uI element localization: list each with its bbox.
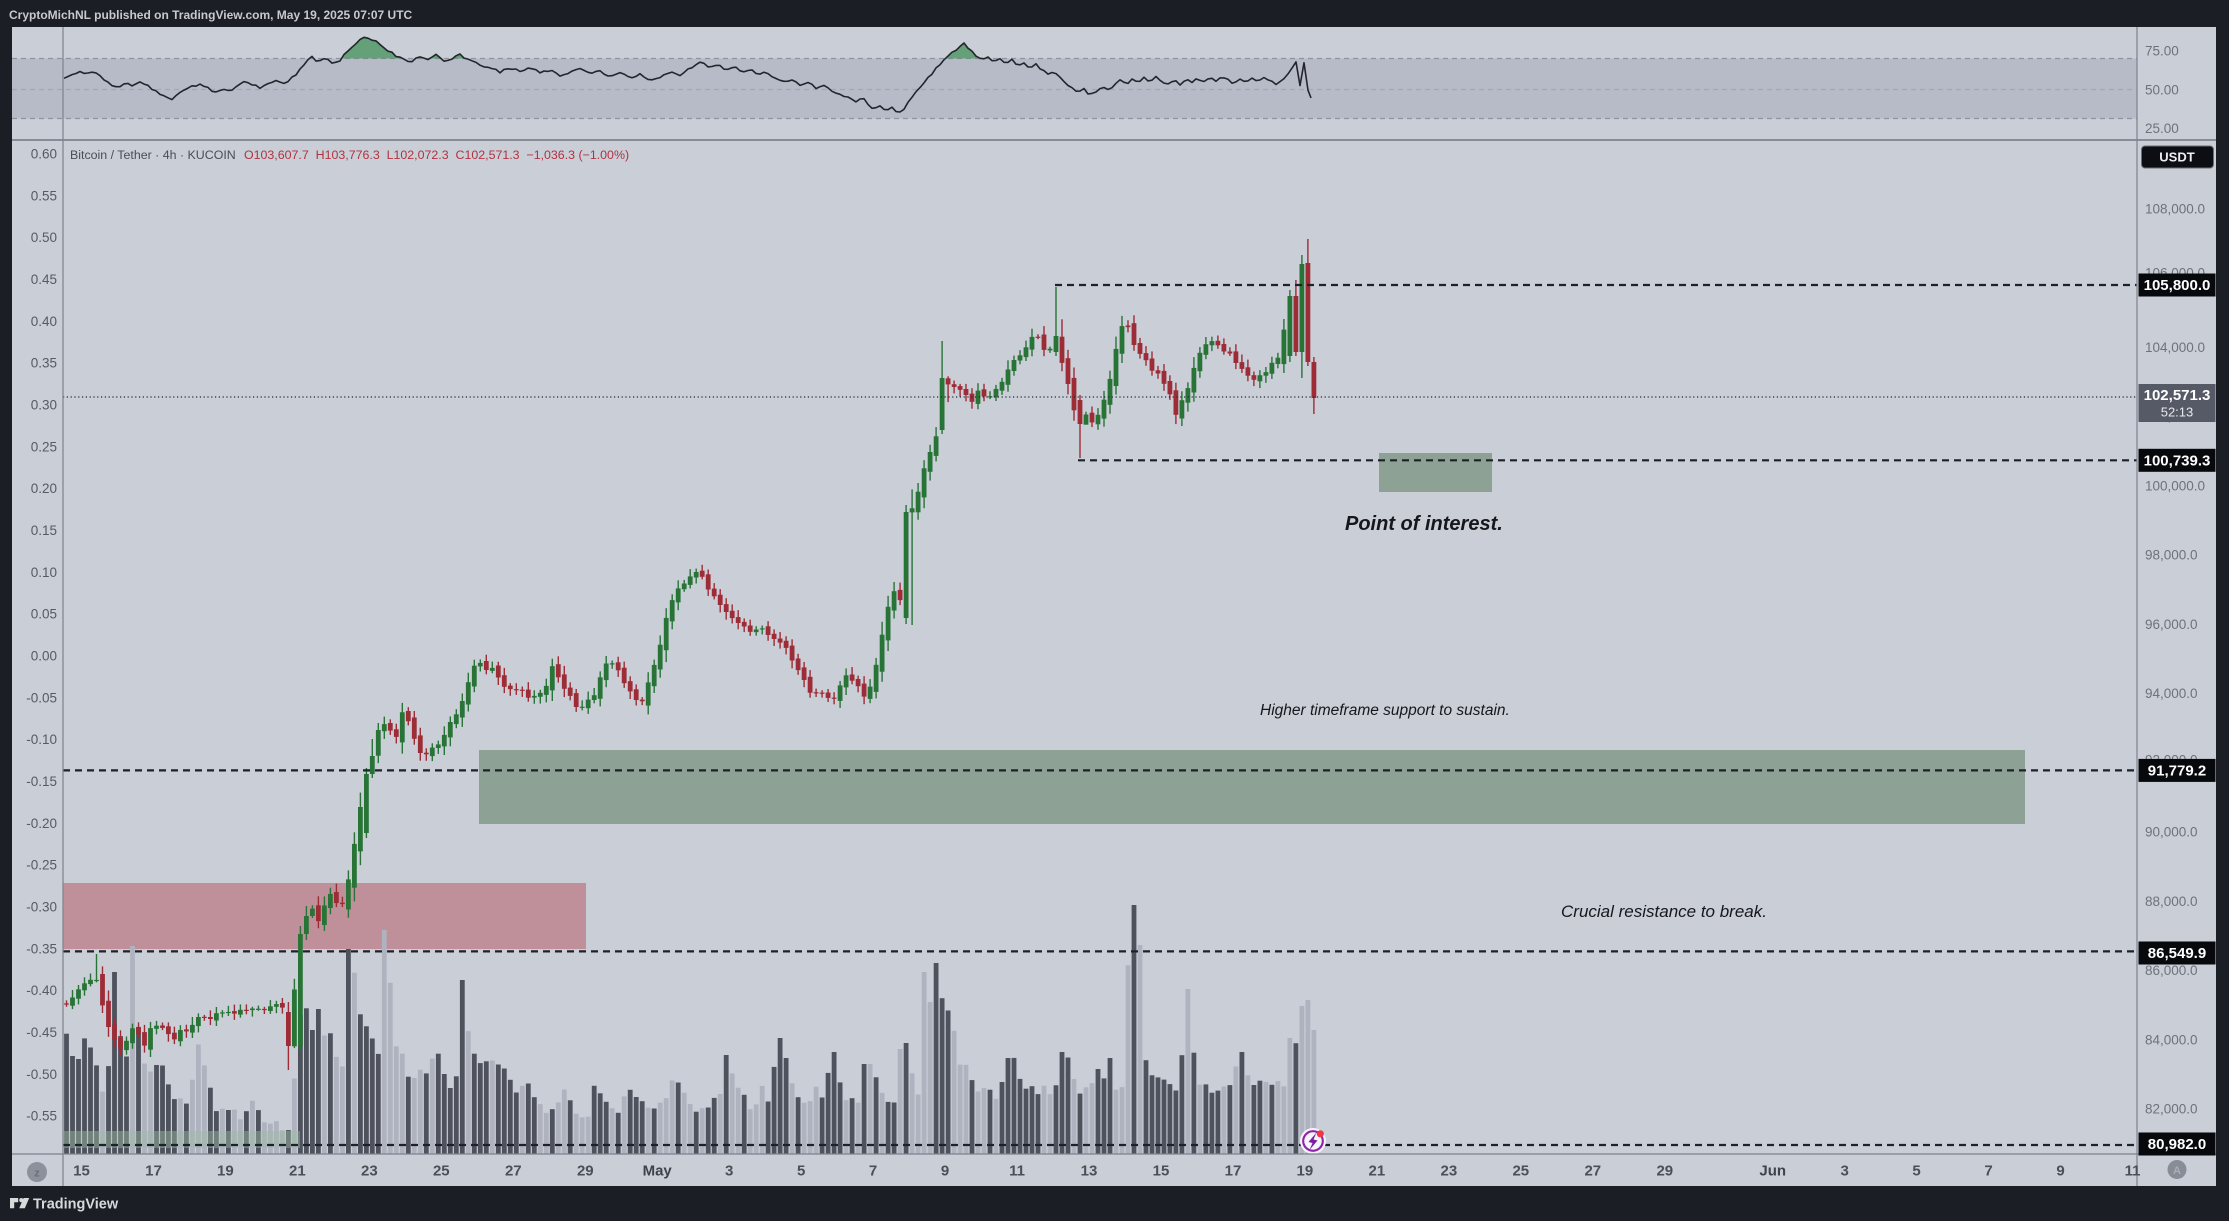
svg-text:0.20: 0.20 (31, 481, 57, 496)
svg-text:52:13: 52:13 (2161, 405, 2194, 420)
svg-text:108,000.0: 108,000.0 (2145, 201, 2205, 216)
svg-text:90,000.0: 90,000.0 (2145, 825, 2198, 840)
svg-text:88,000.0: 88,000.0 (2145, 894, 2198, 909)
svg-text:5: 5 (1912, 1163, 1920, 1180)
svg-text:100,739.3: 100,739.3 (2144, 452, 2211, 469)
svg-text:-0.15: -0.15 (26, 774, 57, 789)
svg-text:104,000.0: 104,000.0 (2145, 340, 2205, 355)
svg-text:0.10: 0.10 (31, 565, 57, 580)
svg-text:Crucial resistance to break.: Crucial resistance to break. (1561, 902, 1767, 921)
svg-text:0.40: 0.40 (31, 314, 57, 329)
svg-text:0.50: 0.50 (31, 230, 57, 245)
svg-text:105,800.0: 105,800.0 (2144, 277, 2211, 294)
svg-text:15: 15 (1153, 1163, 1170, 1180)
svg-text:-0.25: -0.25 (26, 858, 57, 873)
svg-text:84,000.0: 84,000.0 (2145, 1032, 2198, 1047)
svg-text:9: 9 (941, 1163, 949, 1180)
svg-text:82,000.0: 82,000.0 (2145, 1102, 2198, 1117)
svg-text:102,571.3: 102,571.3 (2144, 387, 2211, 404)
svg-text:100,000.0: 100,000.0 (2145, 478, 2205, 493)
svg-text:0.60: 0.60 (31, 147, 57, 162)
svg-text:94,000.0: 94,000.0 (2145, 686, 2198, 701)
svg-text:Point of interest.: Point of interest. (1345, 513, 1503, 535)
svg-text:86,549.9: 86,549.9 (2148, 945, 2206, 962)
svg-text:z: z (34, 1168, 40, 1180)
svg-text:CryptoMichNL published on Trad: CryptoMichNL published on TradingView.co… (9, 8, 413, 22)
svg-text:23: 23 (361, 1163, 378, 1180)
svg-text:-0.40: -0.40 (26, 983, 57, 998)
svg-text:3: 3 (1841, 1163, 1849, 1180)
svg-text:15: 15 (73, 1163, 90, 1180)
svg-text:0.05: 0.05 (31, 607, 57, 622)
svg-text:Jun: Jun (1759, 1163, 1786, 1180)
svg-text:-0.55: -0.55 (26, 1109, 57, 1124)
svg-text:13: 13 (1081, 1163, 1098, 1180)
svg-text:27: 27 (1584, 1163, 1601, 1180)
svg-text:75.00: 75.00 (2145, 44, 2179, 59)
svg-text:11: 11 (2125, 1163, 2141, 1180)
svg-text:23: 23 (1441, 1163, 1458, 1180)
svg-text:17: 17 (1225, 1163, 1242, 1180)
svg-text:O103,607.7 H103,776.3 L102,0: O103,607.7 H103,776.3 L102,072.3 C102,57… (244, 148, 629, 162)
svg-text:17: 17 (145, 1163, 162, 1180)
svg-text:96,000.0: 96,000.0 (2145, 617, 2198, 632)
svg-text:-0.45: -0.45 (26, 1025, 57, 1040)
svg-text:-0.50: -0.50 (26, 1067, 57, 1082)
svg-text:3: 3 (725, 1163, 733, 1180)
svg-text:86,000.0: 86,000.0 (2145, 963, 2198, 978)
svg-text:21: 21 (1369, 1163, 1386, 1180)
svg-text:7: 7 (869, 1163, 877, 1180)
svg-text:25: 25 (1512, 1163, 1529, 1180)
svg-text:19: 19 (1297, 1163, 1314, 1180)
svg-text:Higher timeframe support to su: Higher timeframe support to sustain. (1260, 702, 1510, 719)
svg-text:5: 5 (797, 1163, 805, 1180)
svg-text:80,982.0: 80,982.0 (2148, 1136, 2206, 1153)
svg-text:19: 19 (217, 1163, 234, 1180)
svg-text:-0.30: -0.30 (26, 899, 57, 914)
svg-text:Bitcoin / Tether · 4h · KUCOIN: Bitcoin / Tether · 4h · KUCOIN (70, 148, 236, 162)
svg-text:0.45: 0.45 (31, 272, 57, 287)
svg-text:May: May (643, 1163, 673, 1180)
svg-text:7: 7 (1984, 1163, 1992, 1180)
svg-text:A: A (2173, 1165, 2181, 1177)
svg-text:-0.10: -0.10 (26, 732, 57, 747)
svg-text:-0.05: -0.05 (26, 690, 57, 705)
svg-text:0.35: 0.35 (31, 356, 57, 371)
svg-text:TradingView: TradingView (33, 1197, 119, 1213)
svg-text:25: 25 (433, 1163, 450, 1180)
svg-text:25.00: 25.00 (2145, 121, 2179, 136)
svg-text:USDT: USDT (2159, 150, 2194, 165)
svg-text:29: 29 (577, 1163, 594, 1180)
svg-text:-0.20: -0.20 (26, 816, 57, 831)
svg-text:0.00: 0.00 (31, 649, 57, 664)
svg-text:-0.35: -0.35 (26, 941, 57, 956)
svg-text:0.30: 0.30 (31, 398, 57, 413)
svg-text:9: 9 (2056, 1163, 2064, 1180)
svg-text:98,000.0: 98,000.0 (2145, 548, 2198, 563)
svg-text:11: 11 (1009, 1163, 1025, 1180)
svg-text:29: 29 (1656, 1163, 1673, 1180)
svg-text:0.25: 0.25 (31, 439, 57, 454)
svg-text:21: 21 (289, 1163, 306, 1180)
svg-text:91,779.2: 91,779.2 (2148, 762, 2206, 779)
svg-text:0.55: 0.55 (31, 188, 57, 203)
svg-text:27: 27 (505, 1163, 522, 1180)
svg-text:50.00: 50.00 (2145, 83, 2179, 98)
svg-text:0.15: 0.15 (31, 523, 57, 538)
